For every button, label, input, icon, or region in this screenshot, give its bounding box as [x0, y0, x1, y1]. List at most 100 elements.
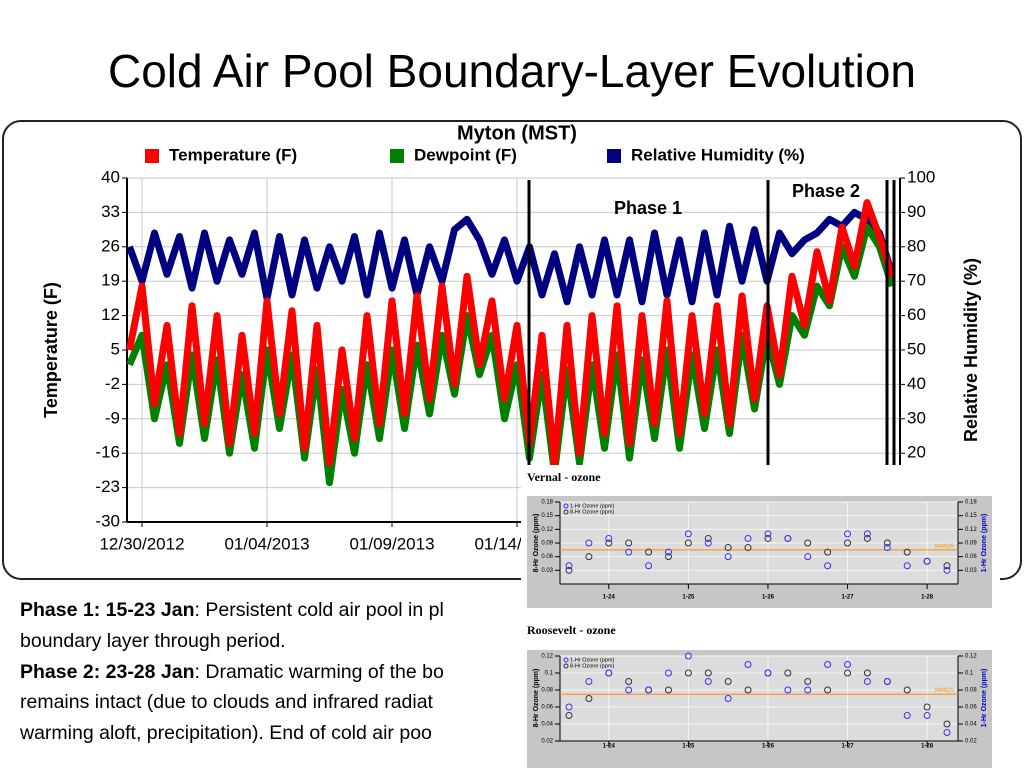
slide-title: Cold Air Pool Boundary-Layer Evolution [108, 45, 916, 97]
data-point [804, 553, 812, 561]
data-point [744, 686, 752, 694]
data-point [903, 686, 911, 694]
legend-swatch [390, 149, 404, 163]
data-point [645, 562, 653, 570]
data-point [804, 539, 812, 547]
annotation: Phase 2 [792, 181, 860, 201]
y2-tick-label: 70 [907, 271, 926, 290]
data-point [565, 712, 573, 719]
data-point [664, 669, 672, 677]
data-point [585, 695, 593, 702]
x-tick-label: 1-26 [762, 595, 775, 601]
x-tick-label: 1-27 [842, 744, 855, 750]
data-point [943, 720, 951, 728]
x-tick-label: 1-28 [921, 744, 934, 750]
data-point [565, 566, 573, 574]
y2-tick-label: 0.12 [965, 654, 977, 660]
y2-axis-label: 1-Hr Ozone (ppm) [981, 669, 988, 728]
y-tick-label: 0.04 [541, 722, 553, 728]
data-point [645, 686, 653, 694]
x-tick-label: 1-28 [921, 595, 934, 601]
data-point [704, 539, 712, 547]
data-point [645, 548, 653, 556]
y-tick-label: 0.08 [541, 688, 553, 694]
legend-label: 8-Hr Ozone (ppm) [570, 509, 614, 515]
y-tick-label: -30 [95, 511, 120, 530]
data-point [844, 539, 852, 547]
y-tick-label: -16 [95, 443, 120, 462]
data-point [943, 566, 951, 574]
legend-swatch [563, 663, 569, 669]
text-run: : Persistent cold air pool in pl [194, 599, 444, 621]
y2-tick-label: 20 [907, 443, 926, 462]
x-tick-label: 1-24 [603, 744, 616, 750]
data-point [625, 539, 633, 547]
data-point [625, 548, 633, 556]
data-point [804, 686, 812, 694]
x-tick-label: 1-26 [762, 744, 775, 750]
text-line: warming aloft, precipitation). End of co… [20, 718, 520, 749]
y2-tick-label: 0.1 [965, 671, 974, 677]
y2-tick-label: 40 [907, 374, 926, 393]
data-point [585, 678, 593, 685]
y2-tick-label: 0.06 [965, 705, 977, 711]
text-label: Phase 1: 15-23 Jan [20, 599, 195, 621]
data-point [863, 530, 871, 538]
y-tick-label: 26 [101, 236, 120, 255]
y2-tick-label: 0.09 [965, 541, 977, 547]
data-point [923, 712, 931, 719]
chart-title: Myton (MST) [457, 122, 577, 144]
y-tick-label: 0.09 [541, 541, 553, 547]
data-point [844, 530, 852, 538]
y-tick-label: 5 [111, 339, 120, 358]
data-point [684, 652, 692, 660]
data-point [664, 548, 672, 556]
y2-tick-label: 0.02 [965, 739, 977, 745]
legend-label: Dewpoint (F) [414, 145, 517, 164]
data-point [764, 534, 772, 542]
text-run: : Dramatic warming of the bo [194, 660, 444, 683]
data-point [943, 562, 951, 570]
data-point [824, 661, 832, 668]
text-line: Phase 2: 23-28 Jan: Dramatic warming of … [20, 657, 520, 688]
y2-tick-label: 60 [907, 305, 926, 324]
data-point [923, 557, 931, 565]
data-point [764, 669, 772, 677]
data-point [784, 534, 792, 542]
text-run: remains intact (due to clouds and infrar… [20, 691, 433, 714]
data-point [565, 703, 573, 711]
chart-title: Roosevelt - ozone [527, 623, 616, 637]
y2-tick-label: 0.08 [965, 688, 977, 694]
data-point [784, 686, 792, 694]
y2-tick-label: 0.15 [965, 513, 977, 519]
data-point [883, 544, 891, 552]
data-point [824, 686, 832, 694]
y-tick-label: 40 [101, 167, 120, 186]
y2-tick-label: 0.12 [965, 527, 977, 533]
data-point [863, 534, 871, 542]
legend-swatch [563, 657, 569, 663]
text-run: boundary layer through period. [20, 629, 286, 652]
legend-swatch [607, 149, 621, 163]
x-tick-label: 1-24 [603, 595, 616, 601]
data-point [724, 553, 732, 561]
text-run: warming aloft, precipitation). End of co… [20, 722, 432, 745]
y-tick-label: 0.12 [541, 527, 553, 533]
data-point [585, 539, 593, 547]
data-point [684, 530, 692, 538]
y2-tick-label: 80 [907, 236, 926, 255]
data-point [883, 678, 891, 685]
data-point [923, 703, 931, 711]
data-point [744, 544, 752, 552]
y-tick-label: -9 [105, 408, 120, 427]
annotation: Phase 1 [614, 198, 682, 218]
y-tick-label: 0.03 [541, 568, 553, 574]
data-point [704, 669, 712, 677]
legend-swatch [563, 509, 569, 515]
y-tick-label: 0.02 [541, 739, 553, 745]
y2-tick-label: 90 [907, 202, 926, 221]
x-tick-label: 1-25 [682, 595, 695, 601]
